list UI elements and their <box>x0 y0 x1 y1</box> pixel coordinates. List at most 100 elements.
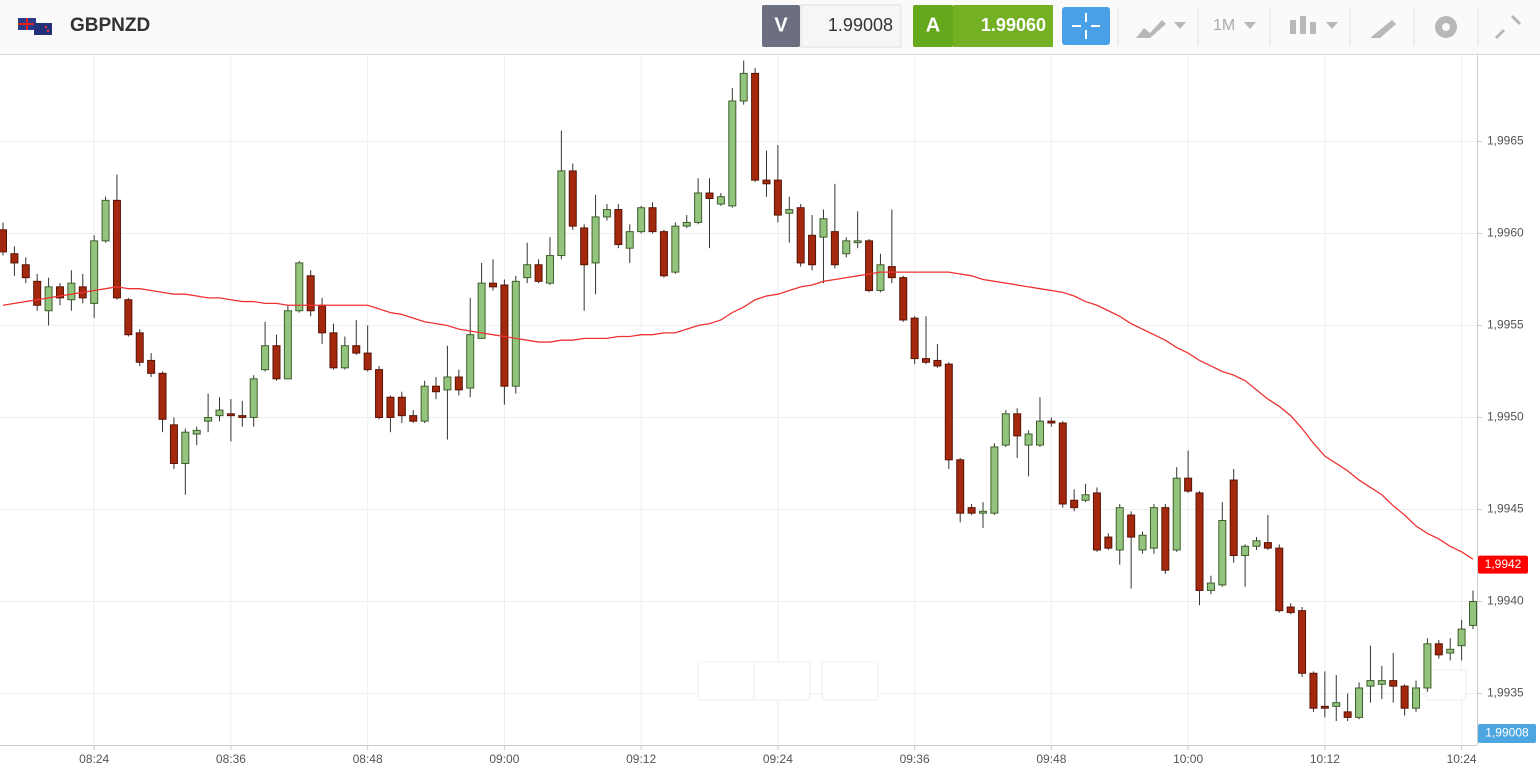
candle-body <box>1218 520 1227 586</box>
candle-body <box>1001 413 1010 446</box>
candle-body <box>33 280 42 306</box>
scroll-button[interactable] <box>1425 669 1467 701</box>
candle-body <box>990 446 999 514</box>
symbol: GBPNZD <box>70 15 150 36</box>
candle-body <box>67 282 76 301</box>
candle-body <box>147 359 156 374</box>
candle-body <box>591 216 600 264</box>
candle-body <box>1127 514 1136 538</box>
zoom-controls <box>697 661 1467 701</box>
candle-body <box>1013 413 1022 437</box>
candle-body <box>876 264 885 292</box>
candle-body <box>21 264 30 279</box>
candle-body <box>443 376 452 391</box>
candle-body <box>842 240 851 255</box>
buy-button[interactable] <box>913 5 953 47</box>
candle-body <box>910 317 919 360</box>
candle-body <box>1241 545 1250 556</box>
candle-body <box>272 345 281 380</box>
candle-body <box>751 72 760 181</box>
candle-body <box>329 332 338 369</box>
candle-body <box>489 282 497 288</box>
candle-body <box>215 409 224 417</box>
candle-body <box>865 240 874 292</box>
candle-body <box>1309 672 1318 709</box>
candle-body <box>169 424 178 464</box>
candle-body <box>659 231 668 277</box>
candle-body <box>10 253 19 264</box>
buy-price: 1.99060 <box>981 15 1046 35</box>
ma-tag-label: 1,9942 <box>1485 557 1522 571</box>
grid <box>0 55 1477 745</box>
candle-body <box>671 225 680 273</box>
candle-body <box>1047 420 1056 424</box>
candle-body <box>1149 507 1158 549</box>
last-price-label: 1,99008 <box>1485 726 1529 740</box>
candle-body <box>648 207 657 233</box>
candle-body <box>637 207 646 233</box>
candle-body <box>511 280 520 387</box>
candle-body <box>1263 542 1272 549</box>
candle-body <box>853 240 862 244</box>
candle-body <box>363 352 372 371</box>
candle-body <box>602 209 611 218</box>
timeframe[interactable]: 1M <box>1213 17 1235 34</box>
flag <box>18 18 52 35</box>
candle-body <box>1446 648 1455 654</box>
y-tick-label: 1,9945 <box>1487 502 1524 516</box>
candle-body <box>1355 687 1364 718</box>
candle-body <box>306 275 315 312</box>
candle-body <box>523 264 532 279</box>
last-price-tag <box>1478 724 1536 743</box>
sell-price-box[interactable] <box>800 4 902 48</box>
candle-body <box>386 396 395 418</box>
candle-body <box>432 385 441 393</box>
candle-body <box>1400 685 1409 709</box>
candle-body <box>1343 711 1352 718</box>
candle-body <box>158 372 167 420</box>
candle-body <box>1115 507 1124 551</box>
candle-body <box>1332 702 1341 707</box>
candle-body <box>694 192 703 223</box>
x-tick-label: 09:48 <box>1036 752 1066 766</box>
candle-body <box>545 255 554 284</box>
candle-body <box>477 282 486 339</box>
candle-body <box>796 207 805 264</box>
candle-body <box>0 229 7 253</box>
candle-body <box>534 264 543 282</box>
candle-body <box>557 170 566 257</box>
candle-body <box>1286 606 1295 614</box>
candle-body <box>830 231 839 266</box>
candle-body <box>739 72 748 102</box>
x-tick-label: 08:24 <box>79 752 109 766</box>
candle-body <box>1104 536 1113 549</box>
candle-body <box>682 221 691 227</box>
candle-body <box>409 415 418 422</box>
y-tick-label: 1,9940 <box>1487 594 1524 608</box>
candle-body <box>1081 494 1090 501</box>
candle-body <box>1195 492 1204 591</box>
buy-price-box[interactable] <box>953 5 1053 47</box>
candle-body <box>192 429 201 435</box>
candle-body <box>785 209 794 214</box>
candle-body <box>420 385 429 422</box>
candle-body <box>625 231 634 249</box>
candle-body <box>181 431 190 464</box>
candle-body <box>204 416 213 422</box>
candle-body <box>1206 582 1215 591</box>
y-tick-label: 1,9950 <box>1487 410 1524 424</box>
candle-body <box>944 363 953 461</box>
x-tick-label: 10:12 <box>1310 752 1340 766</box>
candle-body <box>614 209 623 246</box>
candle-body <box>1092 492 1101 551</box>
candle-body <box>124 299 133 336</box>
candle-body <box>1377 680 1386 685</box>
reset-button[interactable] <box>821 661 879 701</box>
crosshair-button[interactable] <box>1062 7 1110 45</box>
candle-body <box>1320 705 1329 709</box>
candle-body <box>466 334 475 389</box>
candle-body <box>135 332 144 363</box>
candle-body <box>967 507 976 514</box>
candle-body <box>1035 420 1044 446</box>
sell-button[interactable] <box>762 5 800 47</box>
